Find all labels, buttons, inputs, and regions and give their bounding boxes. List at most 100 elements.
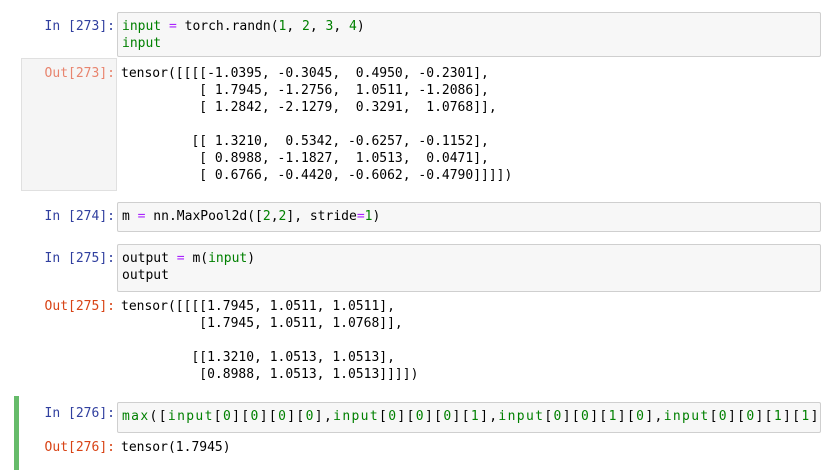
code-number: 4: [349, 19, 357, 34]
code-operator: =: [356, 209, 365, 224]
code-number: 0: [305, 409, 315, 424]
code-text: max([input[0][0][0][0],input[0][0][0][1]…: [122, 408, 821, 425]
code-input-editor[interactable]: m = nn.MaxPool2d([2,2], stride=1): [117, 202, 821, 232]
code-number: 3: [325, 19, 334, 34]
code-number: 0: [278, 409, 288, 424]
code-token: ][: [259, 409, 279, 424]
code-builtin: input: [663, 409, 710, 424]
code-line: output = m(input): [122, 250, 255, 267]
code-number: 0: [718, 409, 728, 424]
code-line: max([input[0][0][0][0],input[0][0][0][1]…: [122, 408, 821, 425]
output-text: tensor([[[[-1.0395, -0.3045, 0.4950, -0.…: [121, 66, 513, 183]
code-operator: =: [176, 251, 185, 266]
code-token: ,: [270, 209, 279, 224]
code-input-editor[interactable]: max([input[0][0][0][0],input[0][0][0][1]…: [117, 402, 821, 433]
code-token: ][: [452, 409, 471, 424]
code-builtin: input: [208, 251, 248, 266]
code-builtin: max: [122, 409, 150, 424]
code-token: output: [122, 251, 177, 266]
code-token: ],: [480, 409, 499, 424]
code-token: [161, 19, 169, 34]
code-builtin: input: [167, 409, 214, 424]
output-prompt: Out[273]:: [44, 66, 115, 81]
code-token: ][: [727, 409, 747, 424]
code-text: input = torch.randn(1, 2, 3, 4) input: [122, 18, 365, 52]
code-number: 0: [581, 409, 591, 424]
code-number: 0: [443, 409, 453, 424]
notebook-cell-276-selected[interactable]: In [276]: max([input[0][0][0][0],input[0…: [14, 396, 821, 470]
input-prompt: In [274]:: [44, 209, 115, 224]
code-token: ][: [232, 409, 251, 424]
code-token: ][: [397, 409, 416, 424]
code-number: 0: [222, 409, 233, 424]
code-input-editor[interactable]: output = m(input) output: [117, 244, 821, 292]
code-token: ,: [286, 19, 303, 34]
code-token: ][: [617, 409, 637, 424]
code-token: ], stride: [286, 209, 357, 224]
code-number: 0: [388, 409, 398, 424]
code-number: 1: [608, 409, 618, 424]
input-prompt: In [275]:: [44, 251, 115, 266]
notebook-cell-275[interactable]: In [275]: output = m(input) output Out[27…: [14, 244, 821, 389]
code-builtin: input: [122, 19, 162, 34]
code-token: ][: [562, 409, 582, 424]
code-token: ],: [314, 409, 334, 424]
input-prompt: In [273]:: [44, 19, 115, 34]
code-number: 1: [470, 409, 481, 424]
code-token: ([: [149, 409, 168, 424]
code-token: ][: [287, 409, 306, 424]
code-number: 0: [636, 409, 646, 424]
code-number: 1: [364, 209, 373, 224]
code-number: 2: [302, 19, 310, 34]
code-number: 2: [278, 209, 287, 224]
code-text: output = m(input) output: [122, 250, 255, 284]
code-token: m(: [184, 251, 209, 266]
code-operator: =: [168, 19, 177, 34]
notebook-cell-274[interactable]: In [274]: m = nn.MaxPool2d([2,2], stride…: [14, 202, 821, 232]
output-text: tensor([[[[1.7945, 1.0511, 1.0511], [1.7…: [121, 299, 419, 382]
output-prompt: Out[276]:: [44, 440, 115, 455]
code-line: input = torch.randn(1, 2, 3, 4): [122, 18, 365, 35]
code-number: 2: [262, 209, 271, 224]
code-number: 1: [801, 409, 811, 424]
code-token: torch.randn(: [176, 19, 279, 34]
code-token: ][: [755, 409, 774, 424]
code-token: output: [122, 268, 169, 283]
code-number: 0: [415, 409, 425, 424]
code-line: m = nn.MaxPool2d([2,2], stride=1): [122, 208, 380, 225]
notebook-cell-273[interactable]: In [273]: input = torch.randn(1, 2, 3, 4…: [14, 12, 821, 192]
code-builtin: input: [498, 409, 545, 424]
code-text: m = nn.MaxPool2d([2,2], stride=1): [122, 208, 380, 225]
code-input-editor[interactable]: input = torch.randn(1, 2, 3, 4) input: [117, 12, 821, 57]
code-token: [: [213, 409, 223, 424]
code-operator: =: [137, 209, 146, 224]
code-line: output: [122, 267, 255, 284]
code-token: ,: [309, 19, 326, 34]
output-text: tensor(1.7945): [121, 440, 231, 455]
code-token: [: [709, 409, 719, 424]
code-token: ): [356, 19, 365, 34]
code-token: ]]): [810, 409, 821, 424]
code-token: ][: [590, 409, 609, 424]
code-number: 1: [773, 409, 784, 424]
code-token: ],: [645, 409, 664, 424]
code-token: m: [122, 209, 138, 224]
code-token: ): [372, 209, 381, 224]
code-number: 0: [553, 409, 563, 424]
input-prompt: In [276]:: [44, 406, 115, 421]
code-token: [: [544, 409, 554, 424]
code-token: ,: [333, 19, 349, 34]
output-prompt: Out[275]:: [44, 299, 115, 314]
code-token: nn.MaxPool2d([: [145, 209, 263, 224]
code-builtin: input: [122, 36, 162, 51]
code-number: 0: [250, 409, 260, 424]
code-builtin: input: [333, 409, 380, 424]
code-token: [: [379, 409, 389, 424]
code-number: 0: [746, 409, 756, 424]
code-line: input: [122, 35, 365, 52]
code-number: 1: [278, 19, 287, 34]
output-collapser[interactable]: [21, 58, 117, 191]
code-token: ][: [783, 409, 802, 424]
code-token: ): [247, 251, 256, 266]
code-token: ][: [424, 409, 444, 424]
